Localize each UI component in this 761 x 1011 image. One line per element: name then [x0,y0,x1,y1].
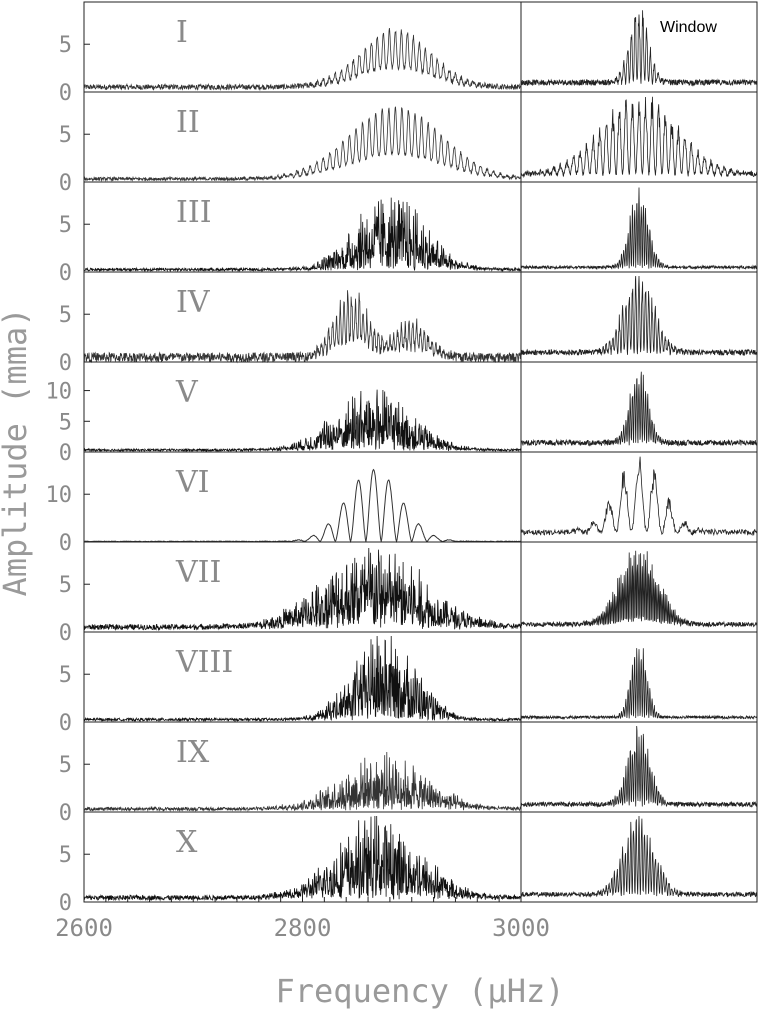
panel-9: 0 5 IX [59,721,758,826]
window-line [520,725,758,808]
panel-label: VII [175,555,221,590]
y-tick-label: 0 [59,711,72,736]
panel-8: 0 5 VIII [59,631,758,736]
panel-label: II [176,105,200,140]
window-line [520,275,758,357]
y-tick-label: 0 [59,891,72,916]
y-tick-label: 0 [59,441,72,466]
window-line [520,648,758,721]
spectrum-line [83,547,522,632]
window-line [520,456,758,537]
panel-1: 0 5 I Window [59,1,758,106]
y-tick-label: 5 [59,33,72,58]
panel-label: VI [175,465,210,500]
y-tick-label: 0 [59,801,72,826]
panel-10: 0 5 X [59,811,758,916]
y-tick-label: 10 [46,483,73,508]
y-tick-label: 5 [59,123,72,148]
y-tick-label: 5 [59,303,72,328]
panel-label: VIII [175,645,233,680]
y-tick-label: 5 [59,573,72,598]
panel-5: 0 5 10 V [46,361,758,466]
spectrum-line [83,635,522,723]
panel-3: 0 5 III [59,181,758,286]
panel-label: IX [176,735,210,770]
spectrum-line [83,106,522,182]
window-line [520,550,758,628]
panel-frame [83,811,758,903]
panel-label: V [175,375,199,410]
spectrum-line [83,290,522,364]
window-line [520,371,758,447]
y-tick-label: 5 [59,213,72,238]
panel-label: X [176,825,198,860]
y-tick-label: 0 [59,261,72,286]
y-tick-label: 0 [59,171,72,196]
y-tick-label: 5 [59,663,72,688]
panel-label: I [176,15,188,50]
window-line [520,96,758,179]
window-label: Window [660,19,717,36]
spectrum-line [83,389,522,453]
spectrum-line [83,751,522,812]
x-tick-label: 3000 [492,914,550,942]
spectrum-line [83,468,522,544]
x-axis: 2600 2800 3000 [55,892,550,942]
spectrum-line [83,28,522,92]
panels-group: 0 5 I Window 0 5 II 0 5 III 0 5 IV 0 5 10 V 0 10 VI 0 5 VII 0 5 V… [46,1,758,916]
y-tick-label: 0 [59,531,72,556]
y-tick-label: 0 [59,351,72,376]
y-axis-title: Amplitude (mma) [0,308,34,597]
spectrum-line [83,815,522,902]
y-tick-label: 5 [59,410,72,435]
y-tick-label: 5 [59,843,72,868]
y-tick-label: 5 [59,753,72,778]
x-tick-label: 2600 [55,914,113,942]
y-tick-label: 0 [59,621,72,646]
y-tick-label: 0 [59,81,72,106]
spectrum-line [84,197,522,273]
panel-6: 0 10 VI [46,451,758,556]
panel-4: 0 5 IV [59,271,758,376]
x-tick-label: 2800 [274,914,332,942]
panel-7: 0 5 VII [59,541,758,646]
y-tick-label: 10 [46,380,73,405]
window-line [520,10,758,87]
x-axis-title: Frequency (μHz) [276,972,565,1010]
panel-label: IV [176,285,211,320]
panel-2: 0 5 II [59,91,758,196]
panel-label: III [176,195,212,230]
window-line [520,815,758,898]
window-line [520,187,758,271]
